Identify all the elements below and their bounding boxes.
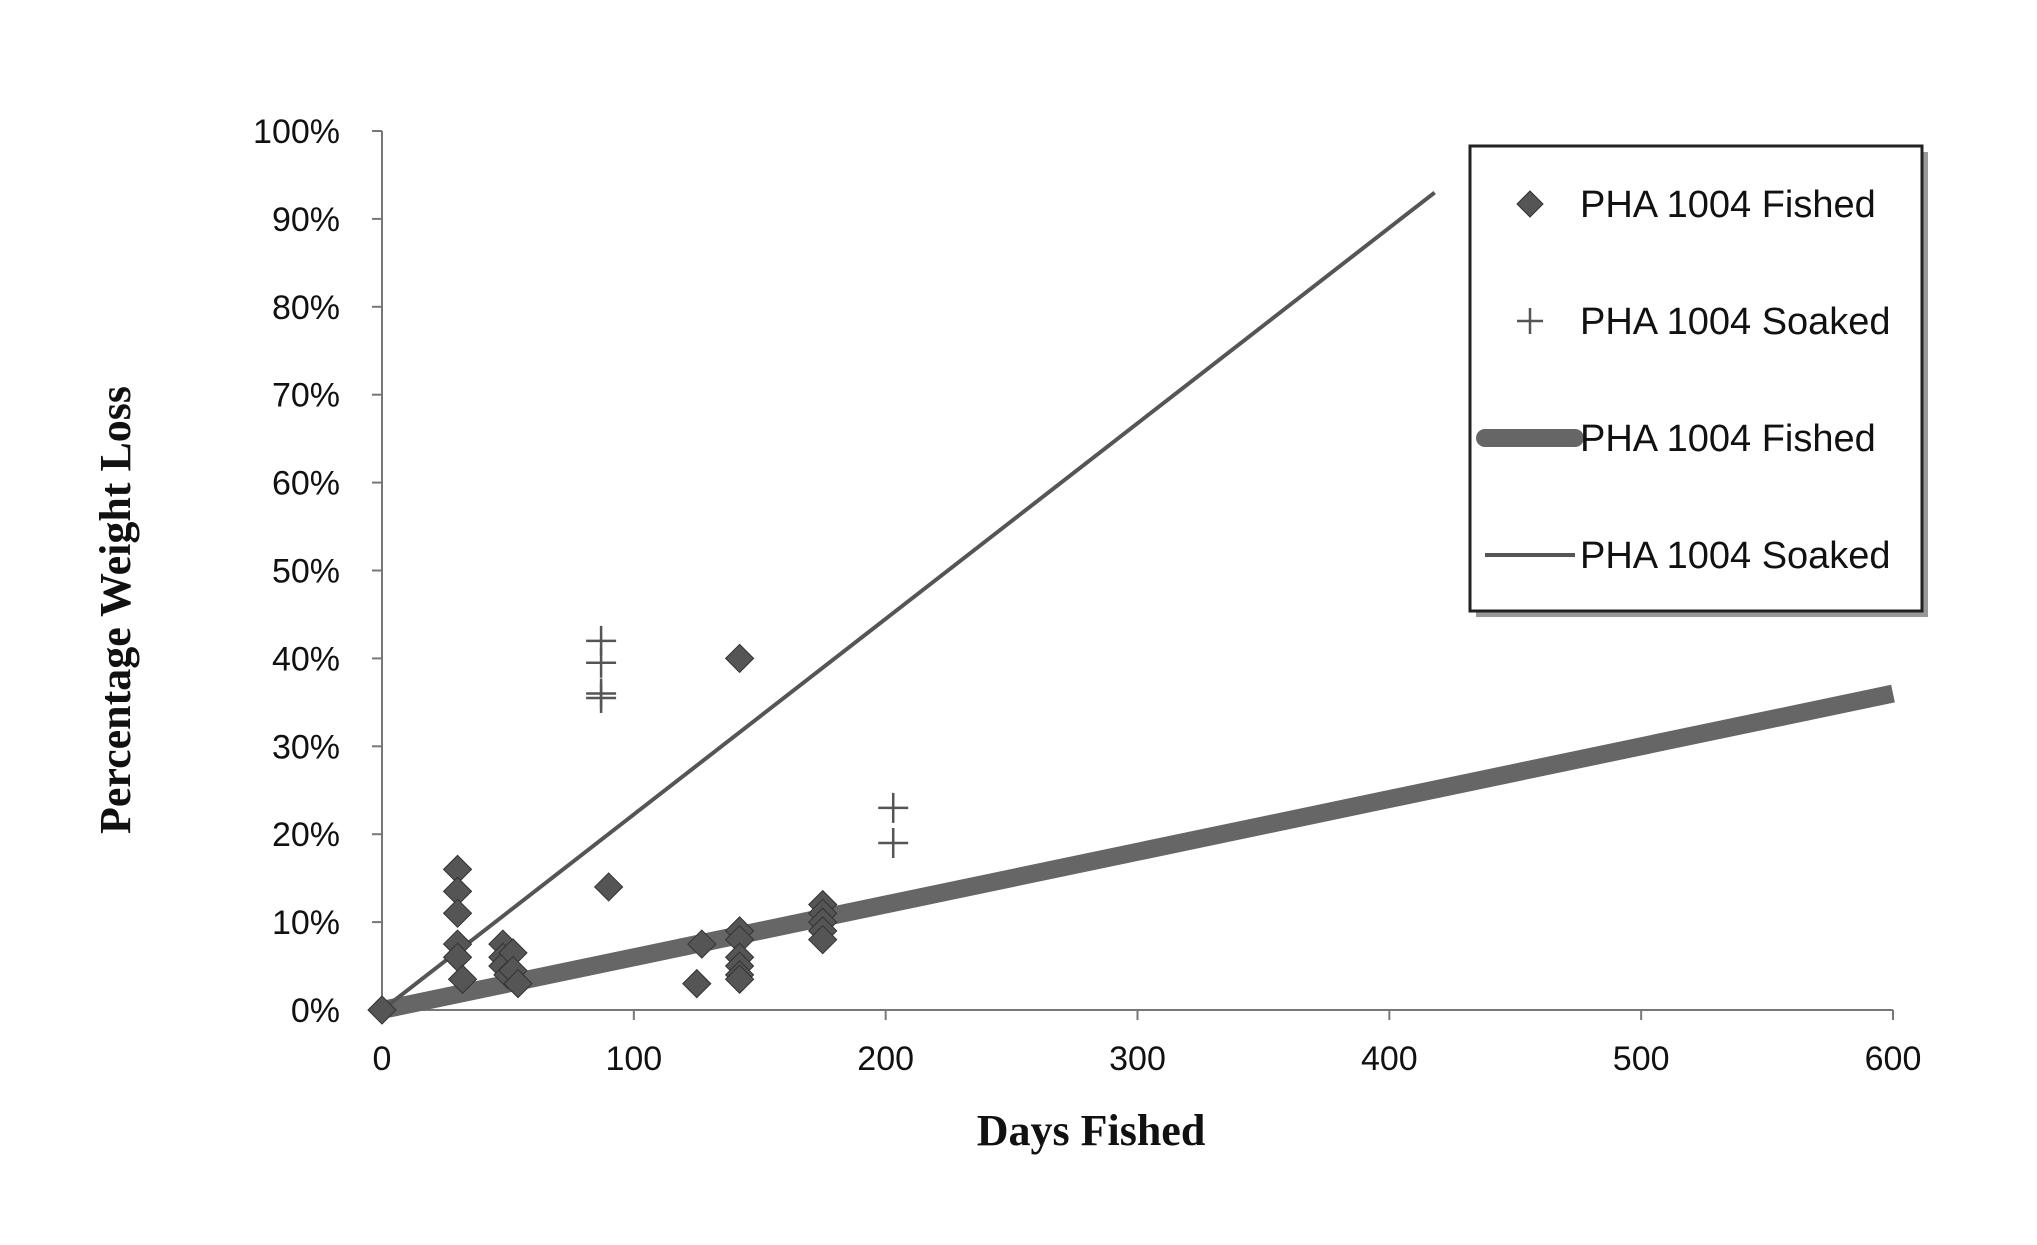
data-point-series-0 xyxy=(683,970,711,998)
data-point-series-1 xyxy=(878,793,908,823)
x-tick-label: 500 xyxy=(1613,1040,1670,1078)
y-tick-label: 60% xyxy=(272,465,340,503)
y-tick-label: 80% xyxy=(272,289,340,327)
y-tick-label: 70% xyxy=(272,377,340,415)
data-point-series-1 xyxy=(586,648,616,678)
y-tick-label: 40% xyxy=(272,640,340,678)
legend: PHA 1004 Fished PHA 1004 Soaked PHA 1004 F… xyxy=(1470,146,1928,617)
data-point-series-0 xyxy=(595,873,623,901)
trendline-series-2 xyxy=(382,694,1893,1010)
x-tick-label: 600 xyxy=(1865,1040,1922,1078)
y-tick-label: 50% xyxy=(272,553,340,591)
y-tick-label: 20% xyxy=(272,816,340,854)
y-tick-label: 90% xyxy=(272,201,340,239)
y-axis-title: Percentage Weight Loss xyxy=(91,386,140,834)
y-axis: 0% 10% 20% 30% 40% 50% 60% 70% 80% 90% 100% xyxy=(253,113,382,1030)
y-tick-label: 10% xyxy=(272,904,340,942)
y-tick-label: 0% xyxy=(291,992,340,1030)
x-axis-title: Days Fished xyxy=(977,1106,1206,1155)
x-tick-label: 400 xyxy=(1361,1040,1418,1078)
data-point-series-1 xyxy=(586,683,616,713)
chart: 0 100 200 300 400 500 600 0% 10% 20% 30% 40% 50% 60%… xyxy=(0,0,2037,1245)
trendline-series-3 xyxy=(382,193,1435,1010)
x-tick-label: 200 xyxy=(857,1040,914,1078)
legend-label: PHA 1004 Fished xyxy=(1580,418,1876,460)
x-tick-label: 300 xyxy=(1109,1040,1166,1078)
data-point-series-0 xyxy=(444,899,472,927)
legend-label: PHA 1004 Soaked xyxy=(1580,301,1891,343)
x-tick-label: 0 xyxy=(373,1040,392,1078)
x-axis: 0 100 200 300 400 500 600 xyxy=(373,1010,1922,1078)
legend-label: PHA 1004 Soaked xyxy=(1580,535,1891,577)
data-point-series-1 xyxy=(878,828,908,858)
data-point-series-0 xyxy=(726,644,754,672)
y-tick-label: 30% xyxy=(272,728,340,766)
legend-label: PHA 1004 Fished xyxy=(1580,184,1876,226)
y-tick-label: 100% xyxy=(253,113,340,151)
x-tick-label: 100 xyxy=(605,1040,662,1078)
